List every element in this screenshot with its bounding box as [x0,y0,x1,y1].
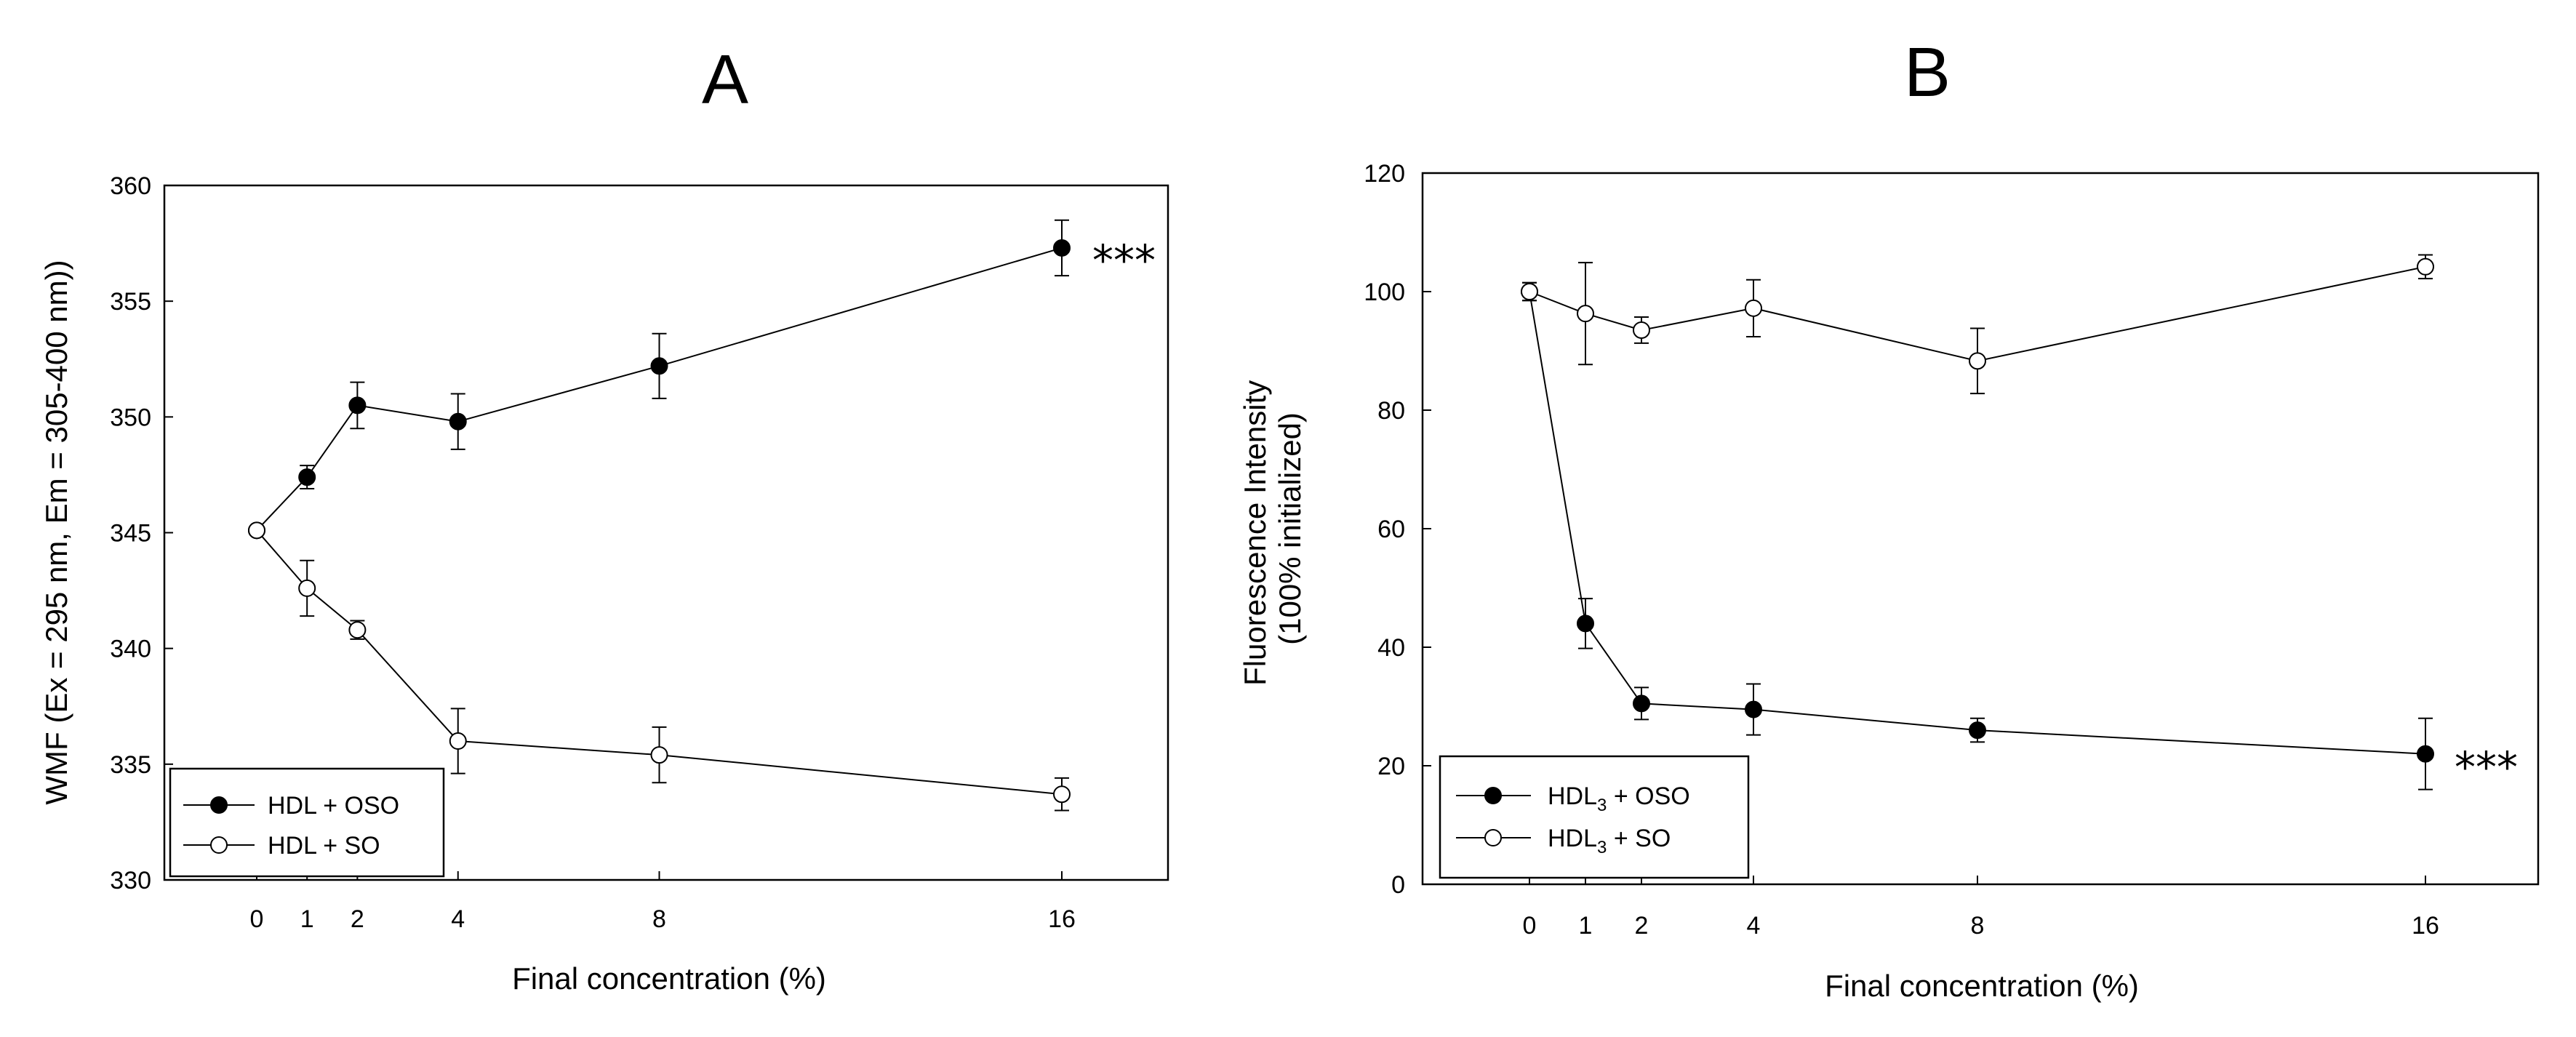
x-tick-label: 4 [451,905,465,933]
legend-filled-marker [1484,787,1502,804]
data-point [2417,745,2434,763]
series-so [1521,254,2434,395]
panel-b-x-ticks: 0 1 2 4 8 16 [1523,876,2439,940]
data-point [650,746,668,764]
y-tick-label: 355 [110,288,151,316]
panel-b-y-ticks: 0 20 40 60 80 100 120 [1364,160,1431,899]
y-tick-label: 20 [1377,753,1405,780]
series-line [256,247,1063,532]
legend-oso-subscript: 3 [1597,796,1607,815]
panel-b-title: B [1904,33,1951,111]
data-point [650,357,668,375]
data-point [1633,694,1650,713]
series-line [1529,291,2426,755]
x-tick-label: 8 [652,905,666,933]
panel-b-legend: HDL3 + OSO HDL3 + SO [1439,755,1750,879]
panel-b-x-axis-title: Final concentration (%) [1825,969,2139,1003]
data-point [1053,785,1071,804]
y-tick-label: 350 [110,404,151,431]
data-point [348,621,367,639]
legend-so-subscript: 3 [1597,838,1607,857]
legend-oso-base: HDL [1548,782,1597,810]
data-point [1577,614,1594,633]
y-tick-label: 340 [110,636,151,663]
panel-b-y-axis-title-line1: Fluorescence Intensity [1238,380,1272,686]
x-tick-label: 1 [1579,912,1593,940]
series-so [248,521,1071,812]
panel-b-series [1521,254,2434,790]
panel-b-significance-stars: *** [2455,742,2518,792]
panel-b-y-axis-title-line2: (100% initialized) [1273,412,1307,645]
y-tick-label: 360 [110,172,151,200]
y-tick-label: 120 [1364,160,1405,188]
data-point [1745,700,1762,718]
y-tick-label: 60 [1377,516,1405,543]
panel-a-significance-stars: *** [1092,236,1156,285]
data-point [298,468,316,487]
x-tick-label: 16 [2412,912,2439,940]
data-point [298,579,316,597]
panel-a-x-ticks: 0 1 2 4 8 16 [250,871,1076,933]
data-point [449,732,467,750]
x-tick-label: 8 [1971,912,1985,940]
panel-a-title: A [702,41,748,119]
panel-b-legend-box [1439,755,1750,879]
panel-a-legend: HDL + OSO HDL + SO [169,767,445,878]
data-point [1633,321,1650,339]
data-point [348,396,367,415]
panel-a-x-axis-title: Final concentration (%) [512,961,826,996]
panel-a-chart: A 330 335 340 345 350 355 360 0 1 2 4 8 16 Final co… [39,41,1169,996]
panel-a-legend-oso-label: HDL + OSO [268,792,399,820]
data-point [2417,257,2434,276]
data-point [449,412,467,431]
x-tick-label: 2 [1635,912,1649,940]
panel-b-legend-so-label: HDL3 + SO [1548,825,1671,857]
legend-open-marker [1484,829,1502,846]
panel-a-legend-box [169,767,445,878]
x-tick-label: 2 [351,905,364,933]
data-point [1577,305,1594,323]
data-point [1745,299,1762,317]
data-point [248,521,265,540]
series-oso [248,219,1071,540]
data-point [1521,283,1538,300]
x-tick-label: 1 [300,905,314,933]
y-tick-label: 335 [110,751,151,779]
x-tick-label: 0 [1523,912,1537,940]
legend-so-base: HDL [1548,825,1597,852]
y-tick-label: 40 [1377,634,1405,662]
legend-filled-marker [210,796,228,814]
y-tick-label: 0 [1391,871,1405,899]
data-point [1969,352,1986,370]
legend-oso-rest: + OSO [1607,782,1689,810]
y-tick-label: 345 [110,520,151,548]
series-oso [1521,281,2434,790]
panel-a-series [248,219,1071,812]
panel-b-legend-oso-label: HDL3 + OSO [1548,782,1690,815]
data-point [1053,239,1071,257]
legend-open-marker [210,836,228,854]
panel-b-y-axis-title: Fluorescence Intensity (100% initialized… [1238,372,1307,686]
panel-b-chart: B 0 20 40 60 80 100 120 0 1 2 4 8 16 Final concentr… [1238,33,2540,1003]
y-tick-label: 330 [110,867,151,894]
x-tick-label: 16 [1048,905,1076,933]
y-tick-label: 80 [1377,397,1405,425]
x-tick-label: 0 [250,905,264,933]
x-tick-label: 4 [1747,912,1761,940]
y-tick-label: 100 [1364,279,1405,306]
legend-so-rest: + SO [1607,825,1671,852]
series-line [1529,265,2426,362]
panel-a-legend-so-label: HDL + SO [268,832,380,860]
panel-a-y-axis-title: WMF (Ex = 295 nm, Em = 305-400 nm)) [39,260,73,804]
data-point [1969,721,1986,740]
series-line [256,529,1063,796]
panel-a-y-ticks: 330 335 340 345 350 355 360 [110,172,173,894]
